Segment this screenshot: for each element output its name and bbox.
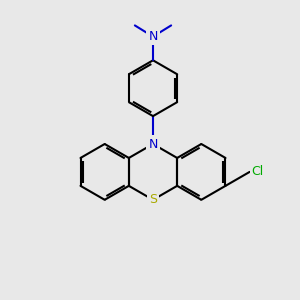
Text: S: S xyxy=(149,193,157,206)
Text: N: N xyxy=(148,137,158,151)
Text: N: N xyxy=(148,30,158,43)
Text: Cl: Cl xyxy=(251,165,263,178)
